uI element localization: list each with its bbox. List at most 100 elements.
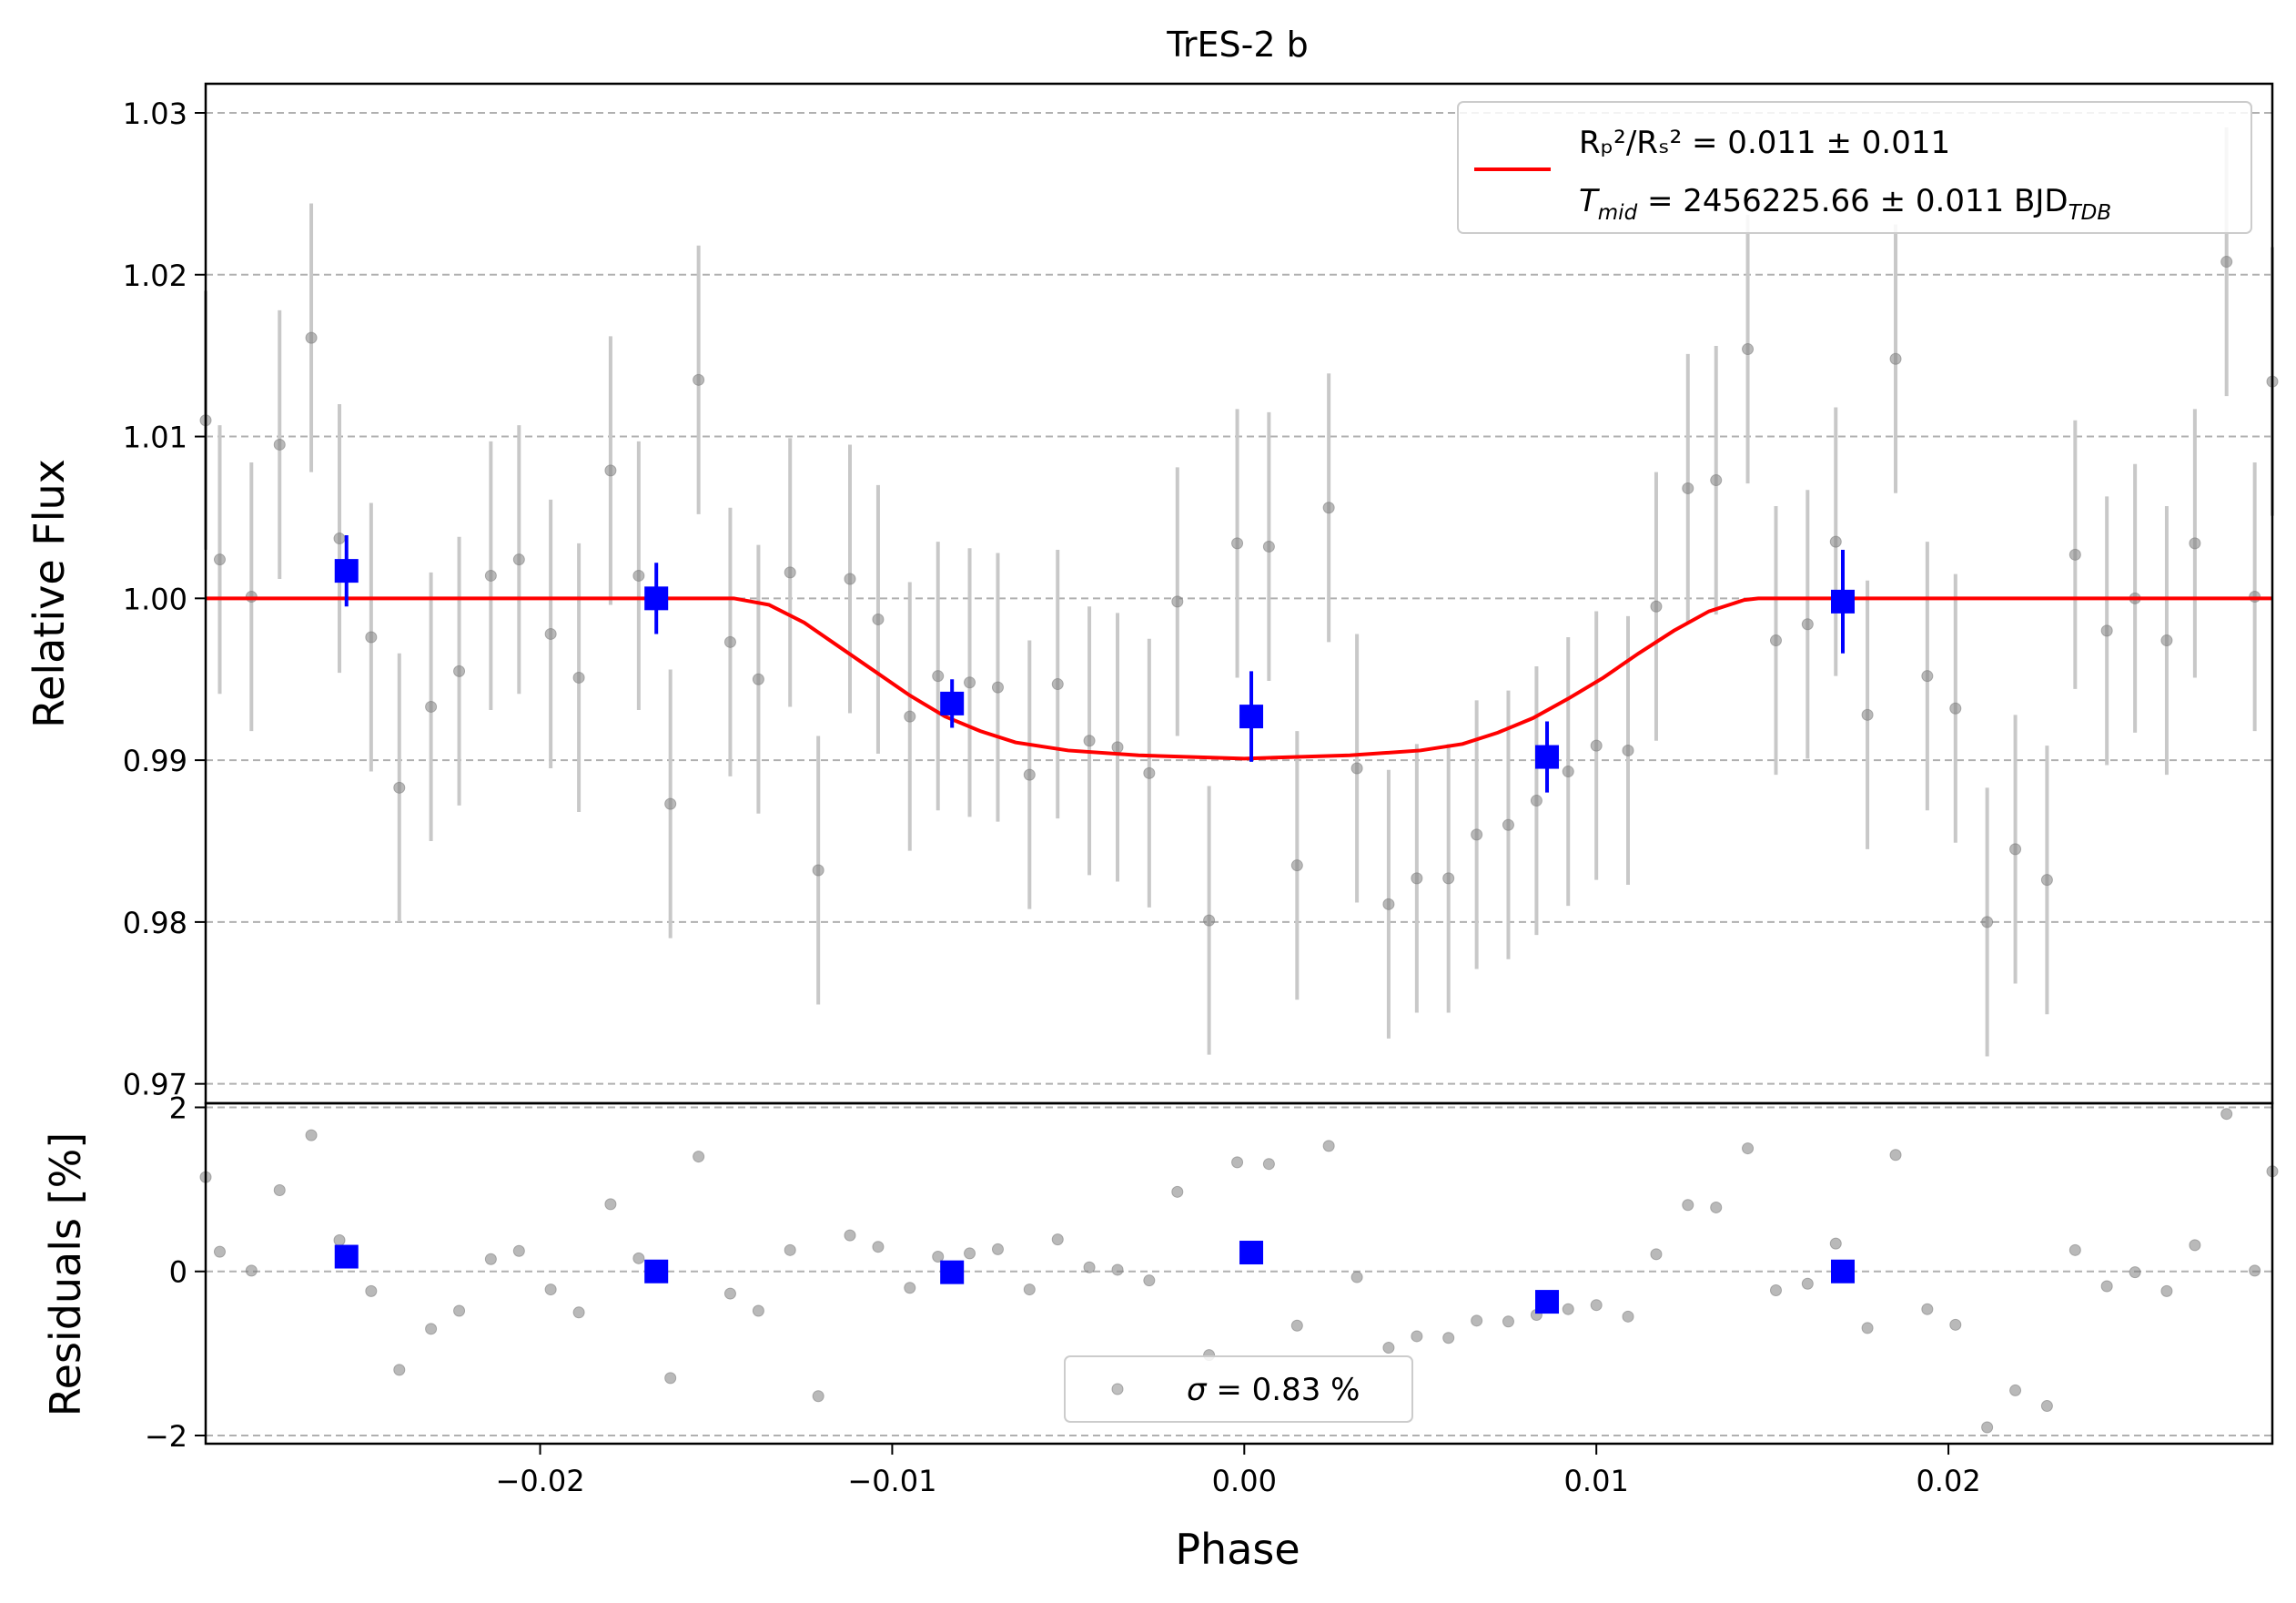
residual-point bbox=[991, 1243, 1004, 1255]
transit-model-line bbox=[206, 596, 2272, 761]
residual-point bbox=[572, 1306, 585, 1319]
legend-tmid-symbol: T bbox=[1579, 183, 1600, 219]
residual-point bbox=[1231, 1156, 1244, 1169]
data-point bbox=[1471, 828, 1483, 841]
data-point bbox=[393, 781, 406, 794]
bottom-ytick-label: 2 bbox=[169, 1091, 187, 1126]
residual-point bbox=[1650, 1248, 1663, 1261]
top-panel: 0.97 0.98 0.99 1.00 1.01 1.02 1.03 Relative Fl… bbox=[25, 82, 2279, 1105]
data-point bbox=[2220, 256, 2233, 269]
residual-point bbox=[752, 1304, 764, 1317]
legend-sigma: σ = 0.83 % bbox=[1187, 1372, 1360, 1408]
residual-point bbox=[1171, 1185, 1184, 1198]
residual-point bbox=[2220, 1108, 2233, 1121]
binned-residual-points bbox=[334, 1241, 1856, 1314]
residual-point bbox=[964, 1247, 976, 1260]
data-point bbox=[425, 700, 438, 713]
residual-point bbox=[393, 1364, 406, 1376]
xtick-label: 0.01 bbox=[1564, 1464, 1629, 1498]
bottom-ytick-label: 0 bbox=[169, 1255, 187, 1290]
data-point bbox=[1051, 678, 1064, 691]
data-point bbox=[784, 566, 796, 579]
residual-point bbox=[2009, 1384, 2022, 1396]
data-point bbox=[213, 553, 226, 566]
residual-point bbox=[1322, 1140, 1335, 1152]
data-point bbox=[2160, 634, 2173, 647]
residual-point bbox=[812, 1390, 824, 1403]
residual-point bbox=[632, 1252, 645, 1264]
bottom-ytick-label: −2 bbox=[145, 1419, 187, 1454]
residual-point bbox=[544, 1283, 557, 1296]
data-point bbox=[512, 553, 525, 566]
data-point bbox=[1650, 600, 1663, 613]
data-point bbox=[1382, 898, 1395, 910]
data-point bbox=[1769, 634, 1782, 647]
data-point bbox=[1710, 474, 1723, 487]
residual-point bbox=[2129, 1266, 2141, 1279]
data-errorbars bbox=[204, 127, 2274, 1057]
data-point bbox=[544, 627, 557, 640]
residual-point bbox=[693, 1151, 705, 1163]
xtick-label: −0.01 bbox=[847, 1464, 936, 1498]
top-legend-box bbox=[1457, 101, 2252, 234]
residual-point bbox=[723, 1287, 736, 1300]
residual-point bbox=[1769, 1283, 1782, 1296]
residual-point bbox=[1981, 1421, 1994, 1434]
data-point bbox=[1562, 766, 1574, 778]
legend-radius-ratio: Rₚ²/Rₛ² = 0.011 ± 0.011 bbox=[1579, 125, 1950, 161]
data-point bbox=[1530, 795, 1542, 807]
bottom-y-axis: −2 0 2 bbox=[145, 1091, 206, 1454]
residual-point bbox=[2068, 1243, 2081, 1256]
data-point bbox=[1742, 343, 1755, 356]
data-point bbox=[1590, 739, 1603, 752]
residual-point bbox=[1742, 1142, 1755, 1155]
residual-point bbox=[365, 1284, 378, 1297]
data-point bbox=[2189, 537, 2201, 550]
data-point bbox=[1682, 482, 1694, 494]
data-point bbox=[604, 464, 617, 477]
binned-residual-point bbox=[644, 1259, 669, 1283]
data-point bbox=[273, 438, 286, 451]
residual-point bbox=[425, 1323, 438, 1335]
legend-sigma-value: = 0.83 % bbox=[1207, 1372, 1360, 1408]
bottom-legend-marker bbox=[1111, 1383, 1124, 1395]
residual-point bbox=[1829, 1237, 1842, 1250]
residual-point bbox=[1442, 1332, 1455, 1344]
data-point bbox=[1829, 535, 1842, 548]
xtick-label: 0.00 bbox=[1212, 1464, 1277, 1498]
data-point bbox=[1322, 502, 1335, 514]
data-point bbox=[1861, 708, 1874, 721]
data-points bbox=[199, 256, 2279, 928]
residual-point bbox=[664, 1372, 677, 1385]
residual-point bbox=[1949, 1318, 1962, 1331]
data-point bbox=[1949, 702, 1962, 715]
data-point bbox=[664, 797, 677, 810]
binned-residual-point bbox=[1535, 1290, 1560, 1314]
residual-point bbox=[2160, 1284, 2173, 1297]
data-point bbox=[1889, 352, 1902, 365]
residual-point bbox=[1682, 1199, 1694, 1212]
residual-point bbox=[904, 1282, 916, 1294]
top-ytick-label: 1.03 bbox=[123, 96, 187, 131]
residual-point bbox=[2040, 1400, 2053, 1413]
binned-point bbox=[334, 559, 359, 583]
bottom-grid bbox=[206, 1106, 2272, 1436]
residual-point bbox=[1801, 1277, 1814, 1290]
residual-point bbox=[1411, 1330, 1423, 1343]
residual-point bbox=[213, 1245, 226, 1258]
residual-point bbox=[1921, 1303, 1934, 1315]
data-point bbox=[1442, 872, 1455, 885]
bottom-legend-box bbox=[1064, 1355, 1413, 1423]
residual-points bbox=[199, 1108, 2279, 1434]
binned-residual-point bbox=[1239, 1241, 1264, 1265]
data-point bbox=[1262, 540, 1275, 553]
data-point bbox=[1921, 670, 1934, 683]
data-point bbox=[2009, 843, 2022, 856]
residual-point bbox=[1083, 1261, 1096, 1273]
bottom-panel-frame bbox=[204, 1101, 2274, 1446]
top-legend: Rₚ²/Rₛ² = 0.011 ± 0.011 Tmid = 2456225.6… bbox=[1457, 101, 2252, 234]
residual-point bbox=[453, 1304, 466, 1317]
data-point bbox=[1350, 762, 1363, 775]
data-point bbox=[333, 533, 346, 545]
